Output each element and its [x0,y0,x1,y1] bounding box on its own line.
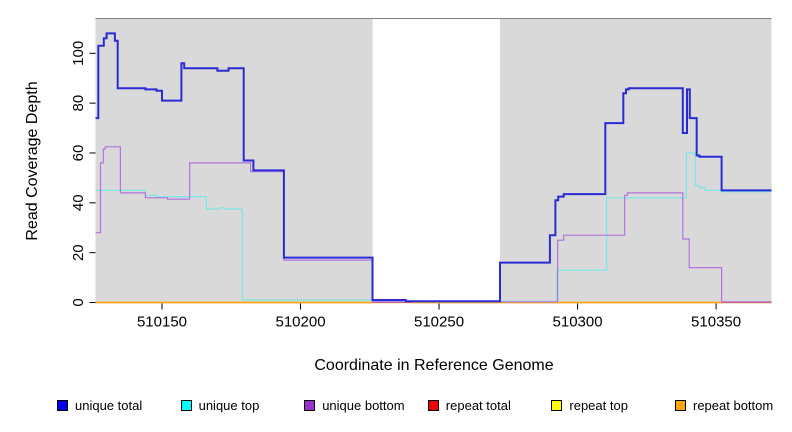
x-tick-label: 510300 [553,314,603,331]
legend-swatch-unique-total [57,399,68,411]
legend-item-unique-total: unique total [57,397,142,413]
y-tick-label: 0 [70,298,87,306]
legend-swatch-repeat-bottom [675,399,686,411]
legend-item-repeat-bottom: repeat bottom [675,397,773,413]
no-data-gap [372,19,500,304]
series-unique-total [95,32,772,303]
y-axis-title: Read Coverage Depth [24,81,41,241]
legend-label: unique total [75,397,143,413]
x-axis-title: Coordinate in Reference Genome [314,357,554,374]
legend-swatch-unique-top [180,399,192,411]
legend: unique total unique top unique bottom repea… [0,397,792,417]
legend-label: unique top [198,397,260,413]
x-tick-label: 510150 [137,314,187,331]
x-tick-label: 510350 [691,314,741,331]
y-tick-label: 100 [70,41,87,66]
legend-item-repeat-total: repeat total [427,397,511,413]
legend-label: repeat total [445,397,511,413]
legend-label: repeat top [569,397,628,413]
legend-swatch-unique-bottom [304,399,316,411]
legend-label: repeat bottom [693,397,774,413]
legend-item-repeat-top: repeat top [551,397,628,413]
legend-swatch-repeat-top [551,399,563,411]
legend-item-unique-top: unique top [180,397,260,413]
legend-label: unique bottom [322,397,405,413]
y-tick-label: 60 [70,145,87,162]
x-tick-label: 510200 [275,314,325,331]
legend-item-unique-bottom: unique bottom [304,397,405,413]
y-tick-label: 40 [70,194,87,211]
legend-swatch-repeat-total [427,399,439,411]
y-tick-label: 20 [70,244,87,261]
x-tick-label: 510250 [414,314,464,331]
y-tick-label: 80 [70,95,87,112]
